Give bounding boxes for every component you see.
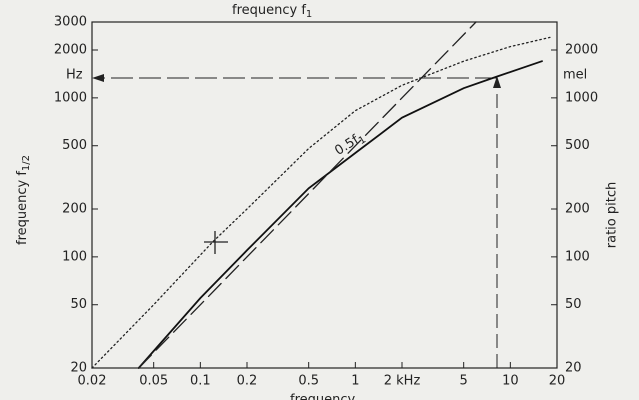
y-tick-label: 50	[70, 297, 87, 312]
y-tick-label: 500	[62, 138, 87, 153]
annotation-half: 0.5f1	[332, 129, 368, 161]
annotation-hz: Hz	[66, 68, 83, 83]
half-sub: 1	[357, 134, 368, 147]
x-tick-label: 0.2	[237, 374, 258, 389]
y-tick-label: 20	[70, 361, 87, 376]
x-tick-label: 2 kHz	[384, 374, 421, 389]
x-tick-label: 20	[549, 374, 566, 389]
y2-tick-label: 200	[565, 201, 590, 216]
y2-tick-label: 50	[565, 297, 582, 312]
chart-title: frequency f1	[232, 3, 312, 21]
annotation-mel: mel	[563, 68, 587, 83]
y2-tick-label: 500	[565, 138, 590, 153]
x-tick-label: 1	[351, 374, 359, 389]
series-line	[137, 60, 543, 369]
y-tick-label: 3000	[54, 15, 87, 30]
y2-axis-label: ratio pitch	[605, 182, 620, 248]
x-tick-label: 0.05	[139, 374, 168, 389]
series-line	[91, 36, 551, 369]
x-tick-label: 0.02	[78, 374, 107, 389]
x-axis-label: frequency	[290, 393, 356, 400]
half-text: 0.5f	[332, 132, 362, 158]
x-tick-label: 0.5	[298, 374, 319, 389]
y-tick-label: 100	[62, 249, 87, 264]
y-tick-label: 1000	[54, 90, 87, 105]
title-sub: 1	[306, 9, 312, 20]
x-tick-label: 5	[460, 374, 468, 389]
y2-tick-label: 1000	[565, 90, 598, 105]
y-axis-label: frequency f1/2	[15, 155, 33, 245]
title-text: frequency f	[232, 3, 306, 18]
y2-tick-label: 100	[565, 249, 590, 264]
y2-tick-label: 20	[565, 361, 582, 376]
y-tick-label: 200	[62, 201, 87, 216]
guide-arrowhead	[92, 74, 104, 82]
y-tick-label: 2000	[54, 42, 87, 57]
plot-frame	[91, 21, 558, 369]
x-tick-label: 0.1	[190, 374, 211, 389]
guide-arrowhead	[493, 76, 501, 88]
series-line	[138, 21, 477, 369]
x-tick-label: 10	[502, 374, 519, 389]
y-label-text: frequency f	[15, 171, 30, 245]
y-label-sub: 1/2	[21, 155, 32, 171]
y2-tick-label: 2000	[565, 42, 598, 57]
